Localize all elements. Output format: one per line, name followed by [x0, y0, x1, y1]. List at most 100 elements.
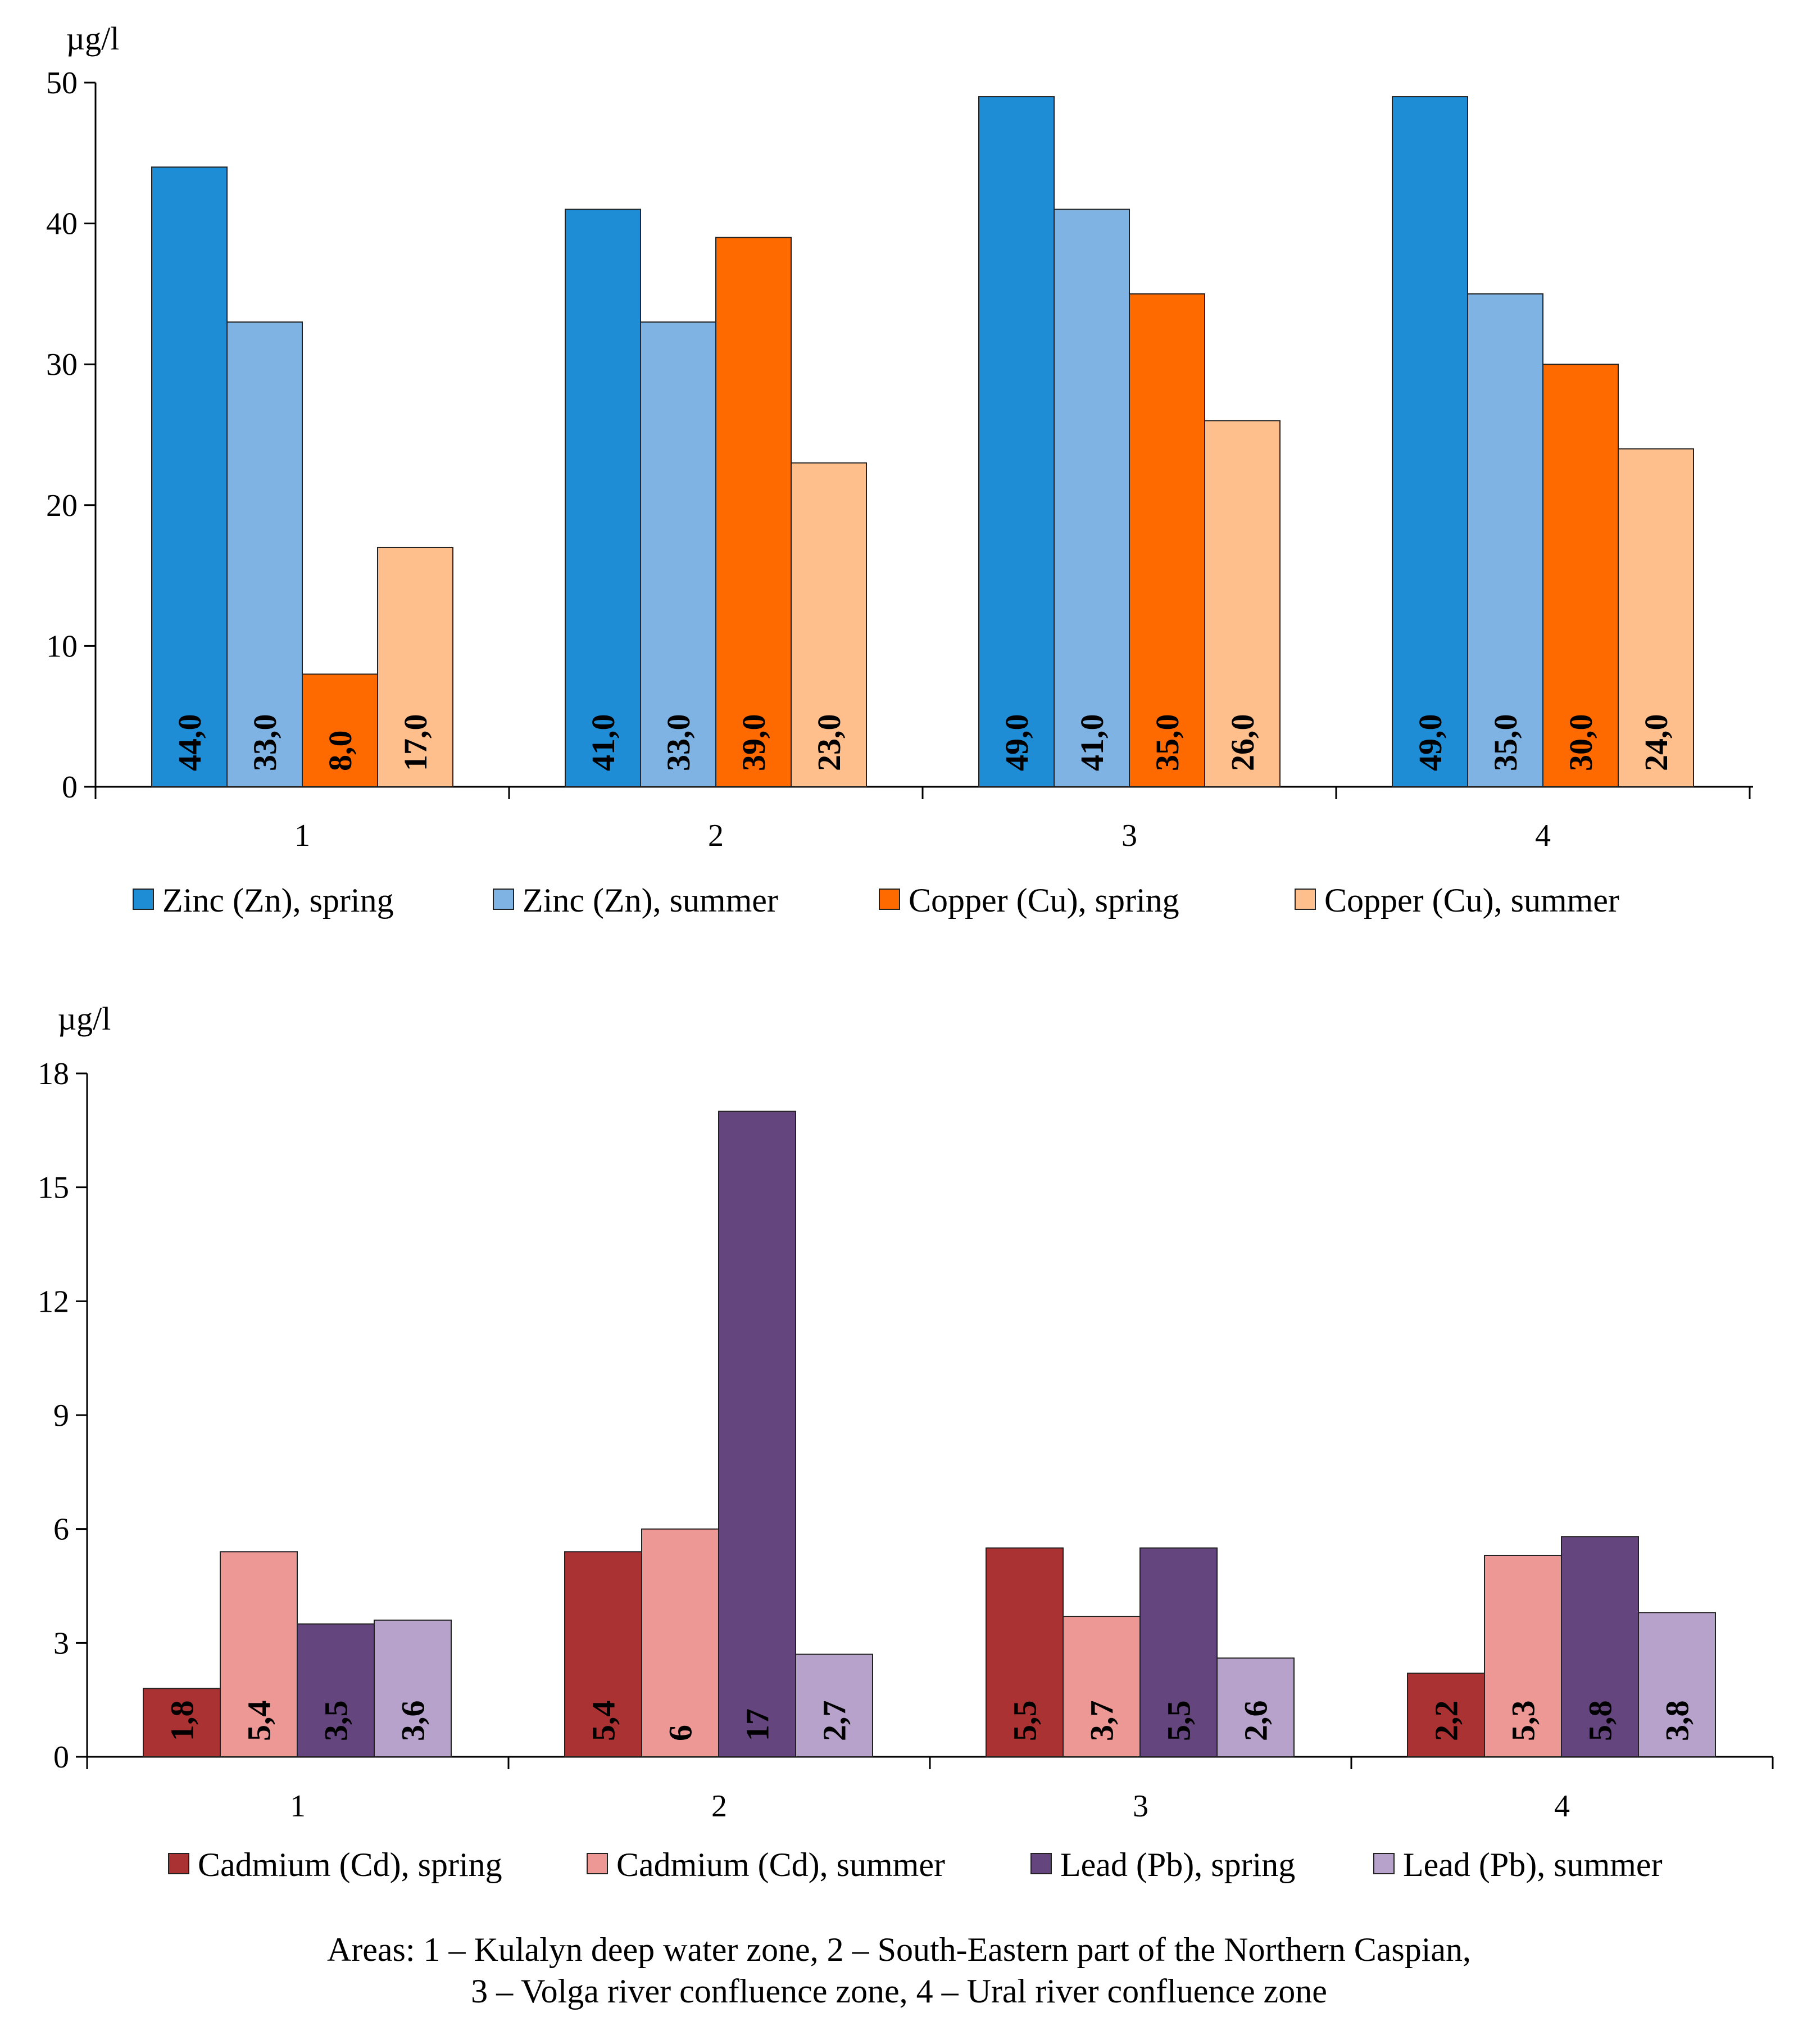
- x-category-label: 2: [711, 1789, 727, 1824]
- y-tick-label: 6: [53, 1512, 69, 1547]
- bar-value-label: 3,6: [395, 1701, 432, 1742]
- legend-swatch: [168, 1853, 189, 1874]
- x-category-label: 3: [1122, 818, 1137, 853]
- y-axis-unit-label: µg/l: [66, 20, 120, 57]
- bar: [226, 321, 303, 787]
- legend-swatch: [1030, 1853, 1052, 1874]
- bar-value-label: 17,0: [397, 714, 434, 772]
- legend-swatch: [587, 1853, 608, 1874]
- bar: [377, 546, 453, 787]
- y-tick-label: 9: [53, 1398, 69, 1433]
- bar-value-label: 2,2: [1428, 1701, 1465, 1742]
- bar: [151, 166, 228, 787]
- x-category-label: 3: [1133, 1789, 1148, 1824]
- legend-swatch: [493, 889, 514, 910]
- bar: [1561, 1536, 1639, 1757]
- bar-value-label: 35,0: [1487, 714, 1524, 772]
- bar-value-label: 49,0: [998, 714, 1035, 772]
- bar-value-label: 30,0: [1563, 714, 1599, 772]
- y-tick-label: 40: [46, 207, 78, 242]
- bar-value-label: 3,5: [318, 1701, 355, 1742]
- bar-value-label: 2,7: [816, 1701, 853, 1742]
- bar: [715, 237, 792, 788]
- x-category-label: 1: [294, 818, 310, 853]
- bar-value-label: 3,7: [1084, 1701, 1120, 1742]
- bar: [1216, 1657, 1295, 1757]
- y-tick-label: 3: [53, 1626, 69, 1661]
- y-tick-label: 0: [53, 1740, 69, 1775]
- bar-value-label: 5,3: [1505, 1701, 1542, 1742]
- bar: [1638, 1612, 1716, 1757]
- bar: [143, 1688, 221, 1757]
- legend-swatch: [133, 889, 154, 910]
- bar-value-label: 8,0: [322, 731, 358, 772]
- legend-entry-label: Lead (Pb), summer: [1403, 1846, 1663, 1883]
- areas-caption-line-1: Areas: 1 – Kulalyn deep water zone, 2 – …: [326, 1931, 1472, 1968]
- y-tick-label: 0: [62, 770, 78, 805]
- bar-value-label: 17: [739, 1708, 776, 1741]
- y-tick-label: 18: [38, 1057, 69, 1091]
- legend-entry-label: Copper (Cu), summer: [1324, 882, 1619, 919]
- bar-value-label: 2,6: [1238, 1701, 1274, 1742]
- bar: [297, 1623, 375, 1758]
- bar-value-label: 24,0: [1638, 714, 1674, 772]
- y-axis-unit-label: µg/l: [58, 1000, 111, 1037]
- legend-swatch: [1295, 889, 1316, 910]
- bar-value-label: 41,0: [1074, 714, 1110, 772]
- bar: [1054, 209, 1130, 787]
- legend-swatch: [1373, 1853, 1395, 1874]
- bar-value-label: 3,8: [1659, 1701, 1696, 1742]
- legend-swatch: [879, 889, 900, 910]
- bar-value-label: 33,0: [247, 714, 283, 772]
- y-tick-label: 20: [46, 488, 78, 523]
- bar: [718, 1111, 796, 1757]
- bar: [795, 1653, 873, 1758]
- bar-value-label: 1,8: [164, 1701, 201, 1742]
- bar: [1063, 1616, 1141, 1757]
- bar: [1392, 96, 1468, 787]
- bar-value-label: 26,0: [1224, 714, 1261, 772]
- bar-value-label: 41,0: [585, 714, 621, 772]
- bar-value-label: 6: [662, 1725, 699, 1741]
- bar-value-label: 5,4: [241, 1701, 278, 1742]
- bar-value-label: 5,8: [1582, 1701, 1619, 1742]
- bar: [986, 1547, 1064, 1757]
- y-tick-label: 15: [38, 1171, 69, 1205]
- bar: [565, 209, 641, 787]
- bar: [641, 1528, 719, 1758]
- bar-value-label: 33,0: [660, 714, 697, 772]
- bar-value-label: 39,0: [735, 714, 772, 772]
- bar-value-label: 44,0: [171, 714, 208, 772]
- bar-value-label: 5,5: [1007, 1701, 1043, 1742]
- y-tick-label: 12: [38, 1284, 69, 1319]
- bar: [791, 462, 867, 787]
- bar: [374, 1619, 452, 1758]
- bar: [640, 321, 716, 787]
- bar-value-label: 49,0: [1412, 714, 1449, 772]
- bar: [1204, 420, 1281, 787]
- areas-caption-line-2: 3 – Volga river confluence zone, 4 – Ura…: [471, 1973, 1327, 2010]
- x-category-label: 2: [708, 818, 724, 853]
- bar: [1467, 293, 1543, 787]
- legend-entry-label: Zinc (Zn), summer: [523, 882, 778, 919]
- x-category-label: 4: [1535, 818, 1551, 853]
- bar-value-label: 5,4: [585, 1701, 622, 1742]
- bar: [1484, 1554, 1562, 1757]
- bar: [1618, 448, 1694, 787]
- bar-value-label: 5,5: [1161, 1701, 1197, 1742]
- y-tick-label: 30: [46, 347, 78, 382]
- x-category-label: 1: [290, 1789, 306, 1824]
- y-tick-label: 10: [46, 629, 78, 664]
- bar-value-label: 23,0: [811, 714, 847, 772]
- bar: [1139, 1547, 1218, 1757]
- bar: [220, 1551, 298, 1757]
- bar: [302, 673, 378, 788]
- bar-value-label: 35,0: [1149, 714, 1186, 772]
- bar: [978, 96, 1055, 787]
- bar: [1542, 364, 1619, 787]
- legend-entry-label: Copper (Cu), spring: [909, 882, 1179, 919]
- bar: [564, 1551, 642, 1757]
- bar: [1129, 293, 1205, 787]
- bar: [1407, 1673, 1485, 1757]
